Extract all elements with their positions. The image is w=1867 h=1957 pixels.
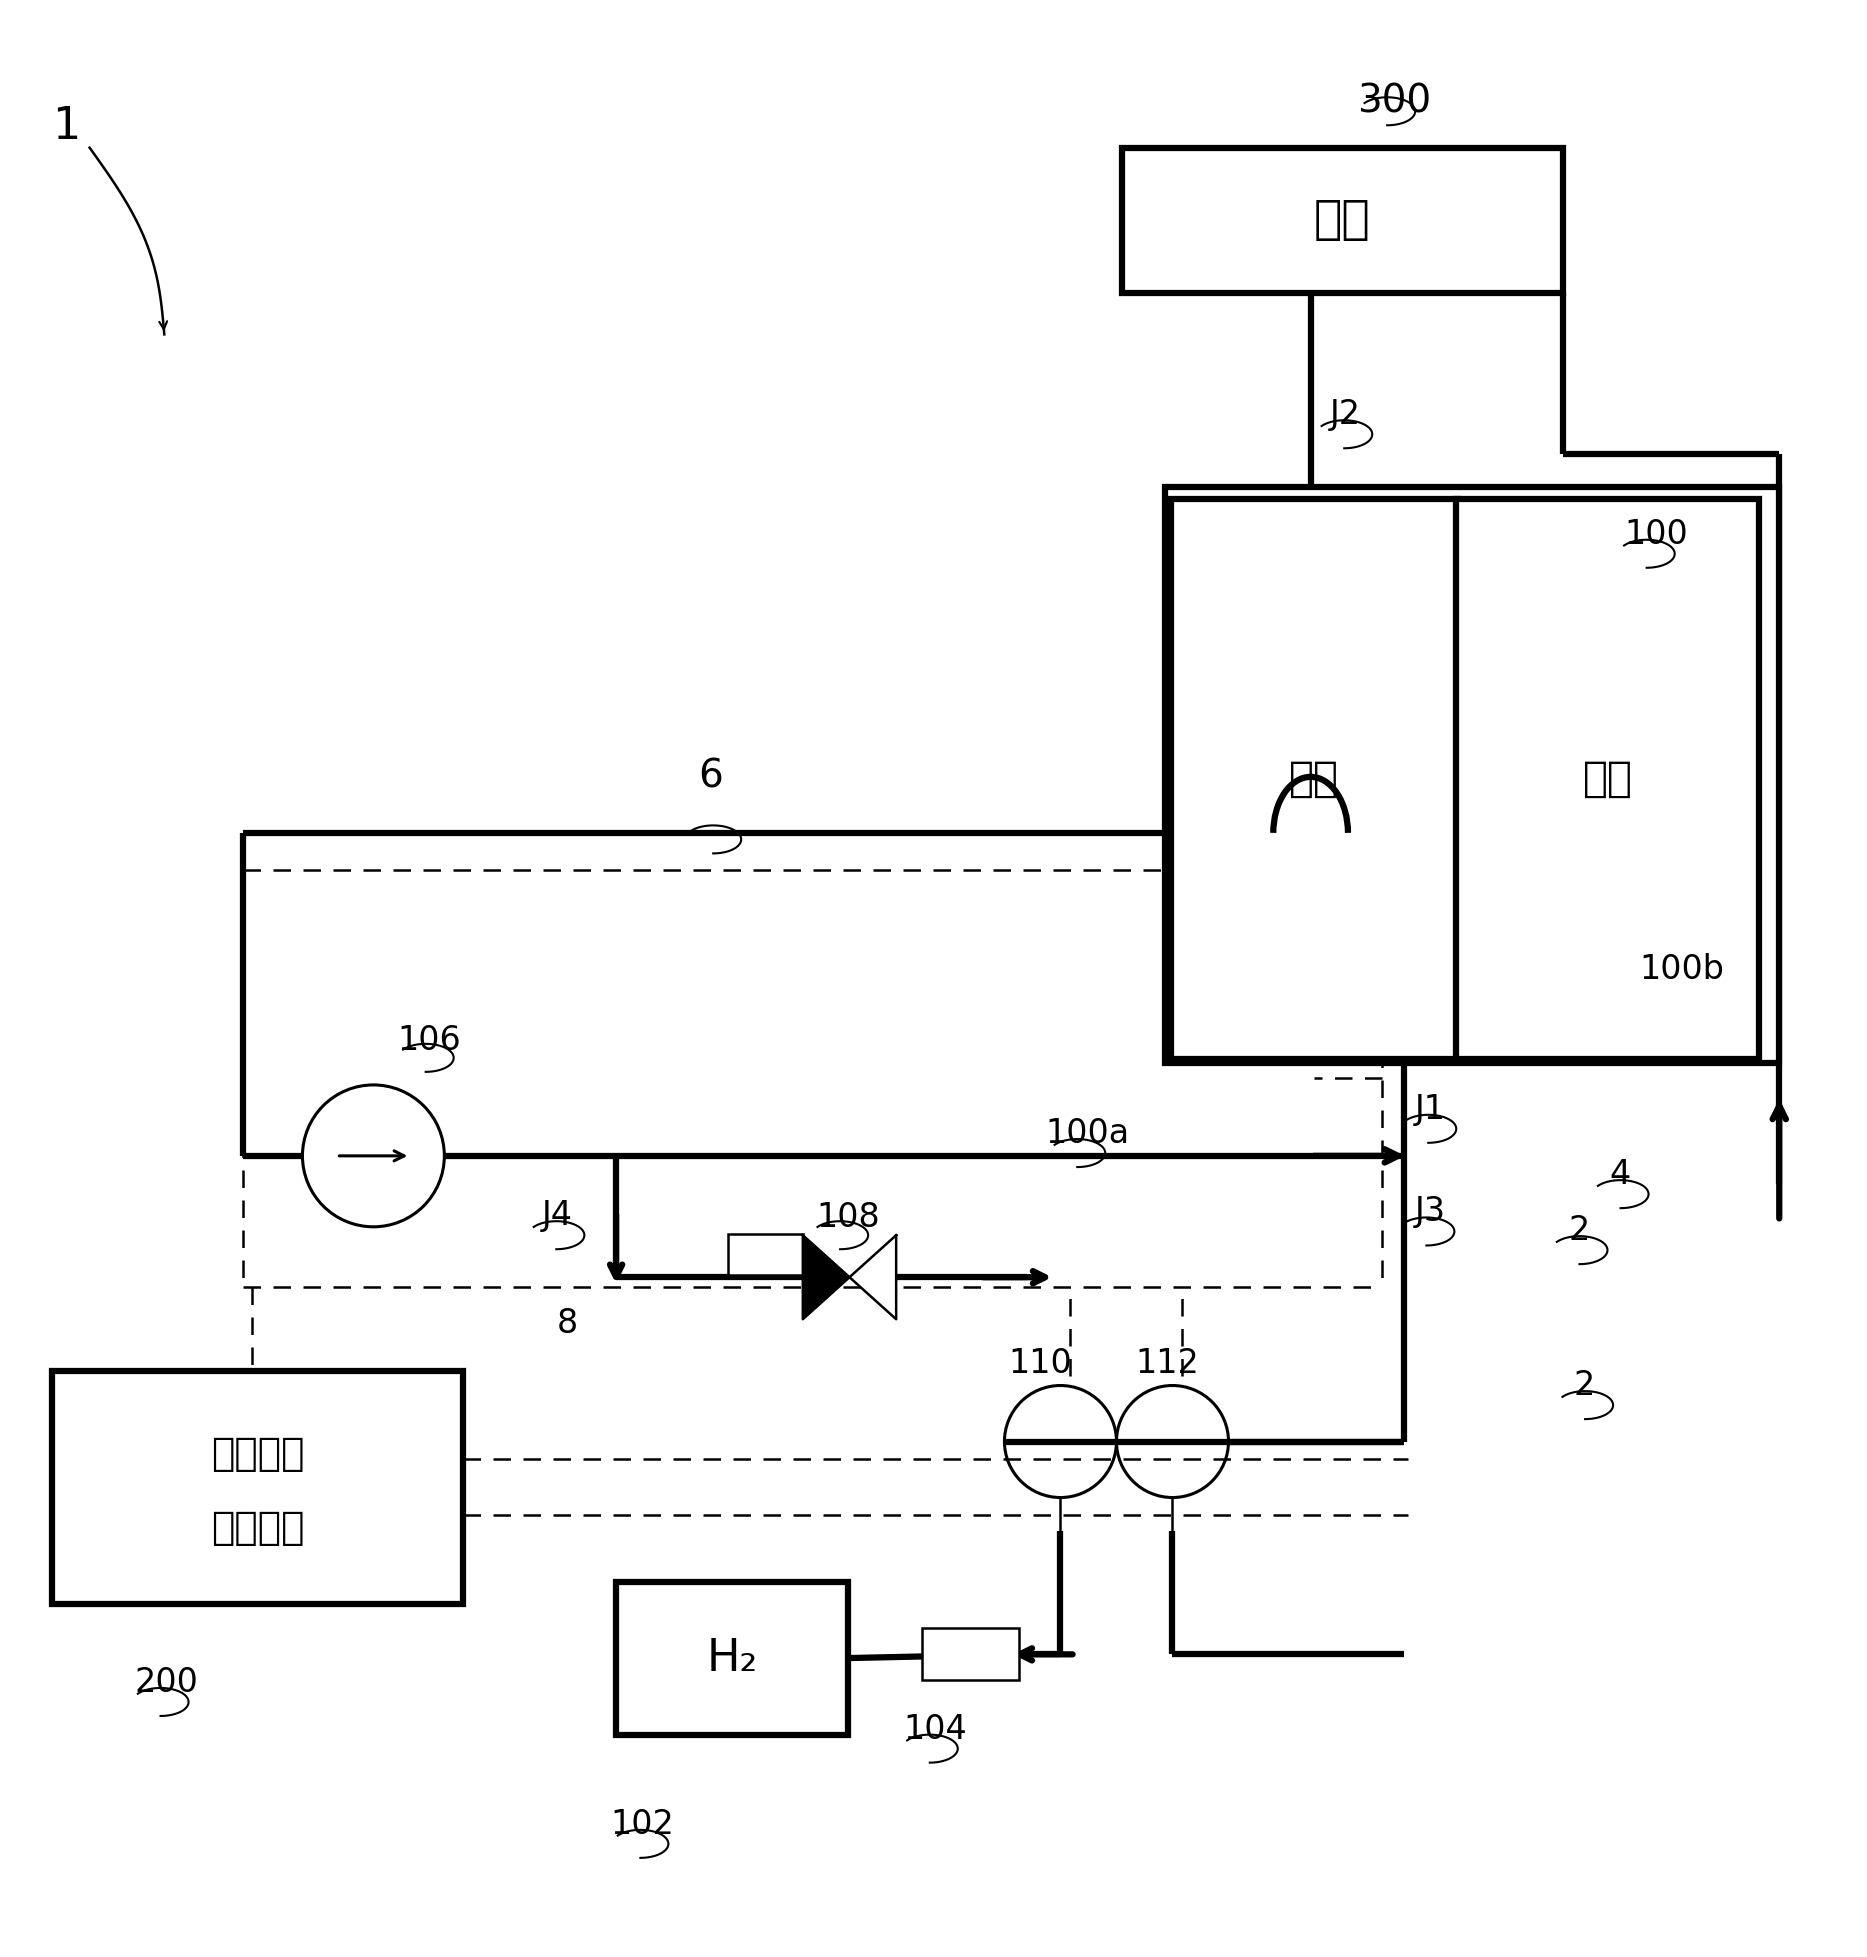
Text: H₂: H₂	[706, 1636, 758, 1679]
Text: 106: 106	[398, 1024, 461, 1057]
Text: 200: 200	[134, 1665, 198, 1699]
Text: 2: 2	[1574, 1370, 1594, 1401]
Bar	[922, 1628, 1019, 1681]
Text: J1: J1	[1415, 1092, 1447, 1125]
Bar	[52, 1370, 463, 1605]
Text: 102: 102	[611, 1808, 674, 1842]
Bar	[1165, 487, 1779, 1063]
Bar	[1122, 147, 1563, 294]
Text: 108: 108	[816, 1202, 879, 1235]
Text: 负载: 负载	[1314, 198, 1370, 243]
Text: 100: 100	[1624, 519, 1688, 550]
Text: 4: 4	[1609, 1159, 1630, 1192]
Text: 104: 104	[904, 1712, 967, 1746]
Text: J3: J3	[1415, 1196, 1447, 1229]
Text: J2: J2	[1329, 397, 1361, 431]
Text: 100a: 100a	[1046, 1117, 1130, 1151]
Bar	[1456, 499, 1759, 1059]
Bar	[616, 1581, 848, 1734]
Text: 1: 1	[52, 106, 80, 147]
Text: 6: 6	[698, 757, 723, 796]
Polygon shape	[803, 1235, 849, 1319]
Text: 100b: 100b	[1639, 953, 1725, 986]
Bar	[1171, 499, 1458, 1059]
Text: 2: 2	[1568, 1213, 1589, 1247]
Text: 阳极: 阳极	[1290, 757, 1339, 800]
Text: 112: 112	[1135, 1346, 1199, 1380]
Text: 阴极: 阴极	[1583, 757, 1632, 800]
Bar	[728, 1235, 803, 1276]
Text: 控制装置: 控制装置	[211, 1509, 304, 1548]
Text: 气体流量: 气体流量	[211, 1434, 304, 1474]
Text: 110: 110	[1008, 1346, 1072, 1380]
Text: 300: 300	[1357, 82, 1432, 119]
Polygon shape	[849, 1235, 896, 1319]
Text: 8: 8	[556, 1307, 577, 1341]
Text: J4: J4	[541, 1200, 573, 1233]
